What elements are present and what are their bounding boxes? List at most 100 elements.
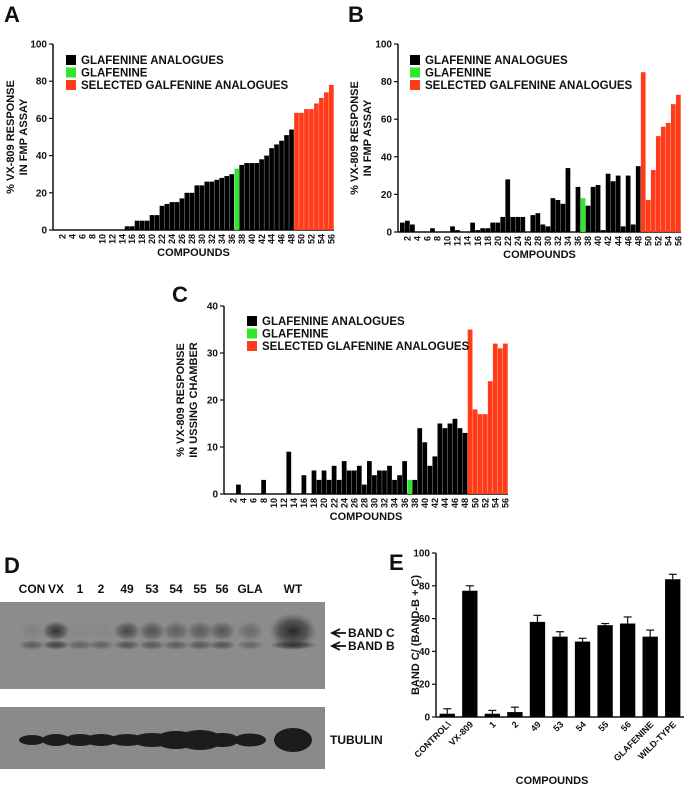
- band-b: [186, 640, 214, 650]
- bar-compound-27: [356, 465, 362, 494]
- bar-compound-22: [331, 465, 337, 494]
- bar-compound-48: [289, 129, 294, 230]
- x-tick-label: 28: [187, 234, 197, 244]
- x-tick-label: 18: [483, 236, 493, 246]
- bar-compound-29: [540, 224, 546, 232]
- bar-compound-3: [236, 484, 241, 494]
- x-tick-label: 52: [307, 234, 317, 244]
- bar-glafenine: [642, 636, 658, 717]
- bar-compound-32: [209, 181, 215, 230]
- x-tick-label: 56: [619, 719, 633, 733]
- band-b: [162, 640, 190, 650]
- bar-compound-15: [470, 222, 475, 232]
- bar-compound-31: [204, 181, 210, 230]
- tubulin-label: TUBULIN: [330, 733, 383, 747]
- bar-compound-25: [346, 470, 352, 494]
- lane-label: 55: [193, 582, 207, 596]
- x-tick-label: 49: [529, 719, 543, 733]
- bar-compound-55: [670, 104, 676, 232]
- bar-compound-16: [301, 475, 307, 494]
- bar-compound-23: [336, 479, 342, 494]
- bar-49: [529, 621, 546, 717]
- x-tick-label: 40: [247, 234, 257, 244]
- bar-compound-34: [219, 177, 225, 230]
- bar-compound-32: [382, 470, 387, 494]
- bar-compound-38: [412, 479, 418, 494]
- x-tick-label: 26: [523, 236, 533, 246]
- bar-compound-51: [304, 109, 309, 230]
- bar-compound-50: [472, 409, 478, 494]
- bar-compound-26: [179, 198, 185, 230]
- legend-entry: GLAFENINE: [81, 68, 148, 80]
- bar-compound-42: [259, 159, 264, 230]
- x-tick-label: 56: [673, 236, 683, 246]
- x-tick-label: 50: [297, 234, 307, 244]
- bar-compound-34: [392, 479, 397, 494]
- legend-entry: SELECTED GALFENINE ANALOGUES: [81, 80, 289, 92]
- x-tick-label: 52: [653, 236, 663, 246]
- bar-compound-35: [397, 475, 402, 494]
- y-tick-label: 40: [207, 302, 219, 313]
- x-tick-label: 10: [97, 234, 107, 244]
- x-tick-label: 1: [487, 719, 498, 730]
- bar-compound-25: [174, 202, 180, 230]
- x-tick-label: 6: [423, 236, 433, 241]
- y-axis-label: % VX-809 RESPONSE: [5, 80, 17, 194]
- x-tick-label: 56: [500, 498, 510, 508]
- legend-swatch: [410, 55, 420, 65]
- x-tick-label: 56: [327, 234, 337, 244]
- x-tick-label: 48: [633, 236, 643, 246]
- x-tick-label: 36: [573, 236, 583, 246]
- x-tick-label: 12: [279, 498, 289, 508]
- bar-compound-24: [341, 461, 347, 494]
- y-tick-label: 40: [419, 647, 431, 658]
- x-tick-label: 8: [433, 236, 443, 241]
- x-tick-label: 26: [177, 234, 187, 244]
- bar-compound-41: [427, 465, 433, 494]
- x-tick-label: 12: [453, 236, 463, 246]
- bar-compound-25: [520, 216, 526, 232]
- bar-compound-38: [585, 205, 591, 232]
- bar-compound-36: [229, 174, 235, 230]
- x-axis-label: COMPOUNDS: [330, 511, 403, 523]
- bar-compound-24: [169, 202, 175, 230]
- bar-55: [597, 625, 613, 717]
- bar-compound-54: [492, 343, 498, 494]
- bar-compound-37: [407, 479, 413, 494]
- x-tick-label: 10: [269, 498, 279, 508]
- panel-letter-a: A: [4, 2, 20, 27]
- legend-entry: GLAFENINE: [262, 329, 329, 341]
- bar-56: [619, 623, 636, 717]
- x-tick-label: 2: [403, 236, 413, 241]
- bar-compound-46: [452, 418, 458, 494]
- bar-54: [574, 641, 591, 717]
- bar-compound-39: [244, 163, 250, 230]
- x-tick-label: 18: [309, 498, 319, 508]
- bar-compound-46: [625, 175, 631, 232]
- legend-swatch: [247, 328, 257, 339]
- band-c: [208, 621, 236, 641]
- x-tick-label: 32: [553, 236, 563, 246]
- bar-compound-30: [199, 185, 205, 230]
- x-tick-label: 36: [400, 498, 410, 508]
- bar-compound-28: [189, 192, 195, 230]
- bar-compound-47: [284, 135, 289, 230]
- x-axis-label: COMPOUNDS: [516, 775, 589, 787]
- x-tick-label: 34: [217, 234, 227, 244]
- bar-compound-47: [457, 428, 463, 494]
- tubulin-band: [274, 728, 312, 752]
- bar-compound-49: [467, 329, 473, 494]
- x-tick-label: 4: [239, 498, 249, 503]
- x-tick-label: 28: [359, 498, 369, 508]
- bar-compound-48: [462, 432, 468, 494]
- bar-compound-7: [430, 228, 435, 232]
- x-tick-label: 10: [443, 236, 453, 246]
- x-tick-label: 38: [237, 234, 247, 244]
- x-tick-label: 54: [317, 234, 327, 244]
- band-label: BAND C: [348, 626, 395, 640]
- panel-letter-e: E: [389, 550, 404, 575]
- x-tick-label: 54: [663, 236, 673, 246]
- y-tick-label: 0: [386, 228, 392, 239]
